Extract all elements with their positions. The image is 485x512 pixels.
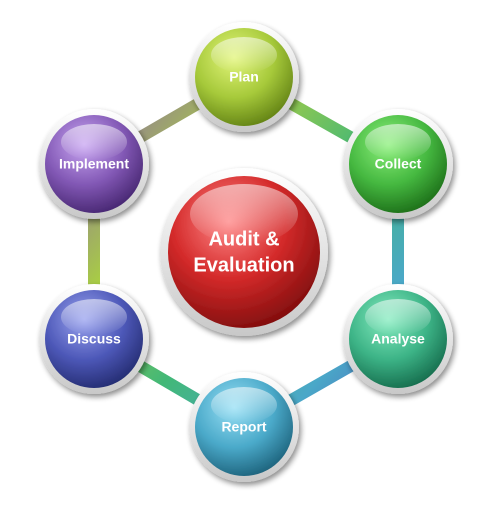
step-node-analyse bbox=[343, 284, 453, 394]
step-label-implement: Implement bbox=[59, 156, 129, 172]
step-node-implement bbox=[39, 109, 149, 219]
step-label-discuss: Discuss bbox=[67, 331, 121, 347]
step-node-collect bbox=[343, 109, 453, 219]
step-label-report: Report bbox=[221, 419, 266, 435]
center-node bbox=[160, 168, 328, 336]
step-node-report bbox=[189, 372, 299, 482]
step-label-analyse: Analyse bbox=[371, 331, 425, 347]
step-node-discuss bbox=[39, 284, 149, 394]
center-label-line2: Evaluation bbox=[193, 254, 294, 276]
center-label-line1: Audit & bbox=[208, 228, 279, 250]
step-label-collect: Collect bbox=[375, 156, 422, 172]
step-label-plan: Plan bbox=[229, 69, 259, 85]
step-node-plan bbox=[189, 22, 299, 132]
